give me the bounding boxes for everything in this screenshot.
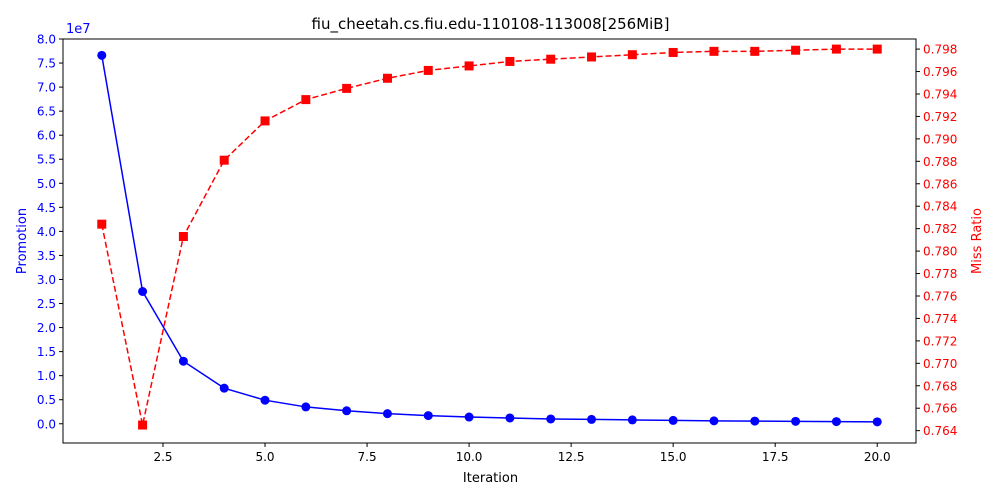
right-tick-label: 0.796: [923, 65, 957, 79]
right-tick-label: 0.790: [923, 132, 957, 146]
right-tick-label: 0.768: [923, 379, 957, 393]
miss-ratio-point: [97, 219, 107, 229]
promotion-point: [546, 414, 556, 424]
left-tick-label: 5.0: [37, 177, 56, 191]
x-axis-label: Iteration: [463, 471, 518, 486]
right-tick-label: 0.764: [923, 424, 957, 438]
right-tick-label: 0.776: [923, 289, 957, 303]
right-tick-label: 0.772: [923, 334, 957, 348]
series-layer: [97, 44, 882, 430]
right-tick-label: 0.766: [923, 402, 957, 416]
miss-ratio-point: [505, 56, 515, 66]
right-tick-label: 0.778: [923, 267, 957, 281]
promotion-point: [831, 417, 841, 427]
left-tick-label: 7.0: [37, 81, 56, 95]
right-tick-label: 0.770: [923, 357, 957, 371]
promotion-point: [668, 415, 678, 425]
left-tick-label: 0.5: [37, 393, 56, 407]
right-tick-label: 0.774: [923, 312, 957, 326]
miss-ratio-point: [138, 420, 148, 430]
miss-ratio-point: [260, 116, 270, 126]
promotion-point: [709, 416, 719, 426]
miss-ratio-point: [750, 46, 760, 56]
miss-ratio-point: [872, 44, 882, 54]
x-tick-label: 17.5: [762, 450, 789, 464]
promotion-point: [301, 402, 311, 412]
left-tick-label: 4.5: [37, 201, 56, 215]
miss-ratio-series-line: [101, 48, 878, 426]
left-tick-label: 3.5: [37, 249, 56, 263]
left-tick-label: 0.0: [37, 417, 56, 431]
left-tick-label: 4.0: [37, 225, 56, 239]
left-tick-label: 5.5: [37, 153, 56, 167]
promotion-point: [791, 416, 801, 426]
plot-frame: [62, 38, 917, 444]
miss-ratio-point: [382, 73, 392, 83]
x-tick-label: 15.0: [660, 450, 687, 464]
promotion-point: [423, 411, 433, 421]
right-tick-label: 0.794: [923, 87, 957, 101]
miss-ratio-point: [627, 50, 637, 60]
promotion-point: [872, 417, 882, 427]
x-axis: 2.5 5.0 7.5 10.0 12.5 15.0 17.5 20.0: [153, 443, 891, 464]
x-tick-label: 5.0: [255, 450, 274, 464]
right-y-axis-label: Miss Ratio: [970, 208, 985, 274]
promotion-point: [342, 406, 352, 416]
left-tick-label: 3.0: [37, 273, 56, 287]
promotion-point: [138, 287, 148, 296]
left-y-axis: 0.0 0.5 1.0 1.5 2.0 2.5 3.0 3.5 4.0 4.5 5.0 5.5 6.0 6…: [37, 33, 63, 431]
promotion-point: [382, 409, 392, 419]
right-tick-label: 0.788: [923, 155, 957, 169]
right-tick-label: 0.784: [923, 200, 957, 214]
right-tick-label: 0.798: [923, 43, 957, 57]
left-tick-label: 2.5: [37, 297, 56, 311]
x-tick-label: 12.5: [558, 450, 585, 464]
miss-ratio-point: [219, 155, 229, 165]
right-tick-label: 0.780: [923, 245, 957, 259]
left-tick-label: 7.5: [37, 57, 56, 71]
miss-ratio-point: [301, 95, 311, 105]
left-tick-label: 6.0: [37, 129, 56, 143]
miss-ratio-point: [709, 46, 719, 56]
left-tick-label: 1.0: [37, 369, 56, 383]
miss-ratio-point: [791, 45, 801, 55]
promotion-point: [178, 356, 188, 366]
left-tick-label: 8.0: [37, 33, 56, 47]
promotion-series-line: [101, 55, 878, 423]
left-tick-label: 2.0: [37, 321, 56, 335]
x-tick-label: 2.5: [153, 450, 172, 464]
miss-ratio-point: [423, 65, 433, 75]
miss-ratio-point: [831, 44, 841, 54]
x-tick-label: 20.0: [864, 450, 891, 464]
miss-ratio-point: [587, 52, 597, 62]
miss-ratio-point: [668, 47, 678, 57]
promotion-point: [97, 50, 107, 60]
right-y-axis: 0.764 0.766 0.768 0.770 0.772 0.774 0.776 0.778…: [916, 43, 957, 438]
promotion-point: [587, 414, 597, 424]
promotion-point: [260, 395, 270, 405]
miss-ratio-point: [546, 54, 556, 64]
promotion-point: [505, 413, 515, 423]
miss-ratio-point: [178, 232, 188, 242]
left-y-axis-label: Promotion: [15, 208, 30, 274]
chart-title: fiu_cheetah.cs.fiu.edu-110108-113008[256…: [312, 15, 670, 34]
promotion-point: [219, 383, 229, 393]
right-tick-label: 0.792: [923, 110, 957, 124]
right-tick-label: 0.782: [923, 222, 957, 236]
miss-ratio-point: [342, 83, 352, 93]
x-tick-label: 10.0: [456, 450, 483, 464]
left-axis-offset-text: 1e7: [66, 22, 91, 37]
promotion-point: [627, 415, 637, 425]
miss-ratio-point: [464, 61, 474, 71]
x-tick-label: 7.5: [358, 450, 377, 464]
left-tick-label: 6.5: [37, 105, 56, 119]
promotion-point: [750, 416, 760, 426]
right-tick-label: 0.786: [923, 177, 957, 191]
left-tick-label: 1.5: [37, 345, 56, 359]
promotion-point: [464, 412, 474, 422]
